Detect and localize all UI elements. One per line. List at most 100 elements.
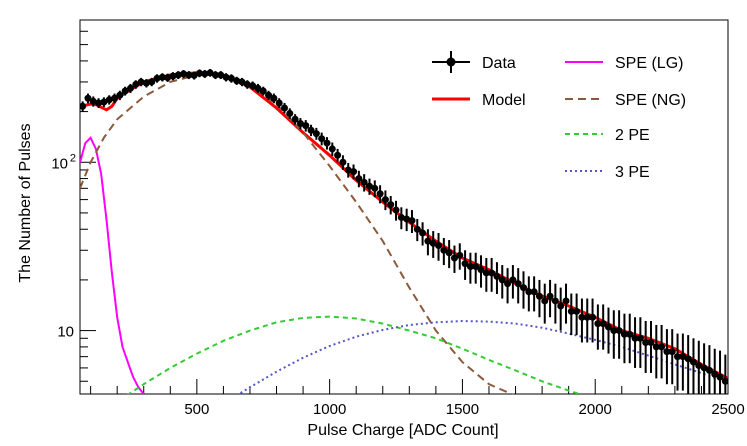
data-point bbox=[493, 272, 501, 280]
data-point bbox=[578, 313, 586, 321]
x-axis-title: Pulse Charge [ADC Count] bbox=[307, 422, 498, 439]
data-point bbox=[711, 370, 719, 378]
data-point bbox=[466, 263, 474, 271]
data-point bbox=[105, 96, 113, 104]
data-point bbox=[296, 119, 304, 127]
data-point bbox=[652, 343, 660, 351]
data-point bbox=[100, 98, 108, 106]
data-point bbox=[291, 115, 299, 123]
data-point bbox=[705, 366, 713, 374]
data-point bbox=[445, 249, 453, 257]
x-tick-label: 1500 bbox=[446, 401, 479, 418]
data-point bbox=[658, 343, 666, 351]
data-point bbox=[180, 70, 188, 78]
data-point bbox=[525, 288, 533, 296]
data-point bbox=[328, 145, 336, 153]
data-point bbox=[546, 292, 554, 300]
data-point bbox=[583, 313, 591, 321]
data-point bbox=[642, 338, 650, 346]
data-point bbox=[142, 79, 150, 87]
data-point bbox=[376, 190, 384, 198]
data-point bbox=[679, 353, 687, 361]
data-point bbox=[440, 246, 448, 254]
data-point bbox=[631, 334, 639, 342]
data-point bbox=[243, 80, 251, 88]
data-point bbox=[482, 269, 490, 277]
data-points bbox=[80, 69, 728, 394]
curve-spe-ng bbox=[80, 74, 514, 394]
x-axis: 500 1000 1500 2000 2500 bbox=[184, 379, 745, 418]
data-point bbox=[695, 362, 703, 370]
data-point bbox=[360, 178, 368, 186]
data-point bbox=[424, 237, 432, 245]
legend-label-spe-ng: SPE (NG) bbox=[615, 92, 686, 109]
legend-marker-data-dot bbox=[446, 57, 456, 67]
data-point bbox=[573, 307, 581, 315]
data-point bbox=[408, 217, 416, 225]
data-point bbox=[217, 71, 225, 79]
data-point bbox=[111, 94, 119, 102]
data-point bbox=[456, 251, 464, 259]
data-point bbox=[429, 239, 437, 247]
data-point bbox=[211, 71, 219, 79]
data-point bbox=[589, 313, 597, 321]
data-point bbox=[312, 130, 320, 138]
data-point bbox=[280, 104, 288, 112]
data-point bbox=[344, 166, 352, 174]
data-point bbox=[615, 327, 623, 335]
x-tick-label: 500 bbox=[184, 401, 209, 418]
data-point bbox=[674, 353, 682, 361]
data-point bbox=[286, 109, 294, 117]
data-point bbox=[323, 139, 331, 147]
data-point bbox=[265, 91, 273, 99]
y-tick-label: 10 bbox=[51, 155, 68, 172]
data-point bbox=[392, 206, 400, 214]
data-point bbox=[599, 320, 607, 328]
legend-label-3-pe: 3 PE bbox=[615, 164, 650, 181]
data-point bbox=[450, 254, 458, 262]
data-point bbox=[413, 225, 421, 233]
data-point bbox=[419, 229, 427, 237]
data-point bbox=[668, 348, 676, 356]
data-point bbox=[80, 102, 87, 110]
data-point bbox=[721, 377, 728, 385]
data-point bbox=[636, 334, 644, 342]
data-point bbox=[137, 78, 145, 86]
y-tick-exponent: 2 bbox=[70, 152, 76, 164]
data-point bbox=[339, 158, 347, 166]
data-point bbox=[567, 307, 575, 315]
data-point bbox=[509, 276, 517, 284]
x-tick-label: 2000 bbox=[579, 401, 612, 418]
minor-ticks bbox=[80, 19, 702, 394]
data-point bbox=[381, 196, 389, 204]
data-point bbox=[371, 184, 379, 192]
data-point bbox=[233, 77, 241, 85]
data-point bbox=[647, 338, 655, 346]
data-point bbox=[249, 82, 257, 90]
data-point bbox=[594, 320, 602, 328]
data-point bbox=[689, 358, 697, 366]
data-point bbox=[397, 213, 405, 221]
data-point bbox=[626, 330, 634, 338]
data-point bbox=[126, 84, 134, 92]
data-point bbox=[307, 126, 315, 134]
y-axis-title: The Number of Pulses bbox=[17, 123, 34, 282]
data-point bbox=[148, 78, 156, 86]
data-point bbox=[610, 327, 618, 335]
data-point bbox=[89, 97, 97, 105]
data-point bbox=[620, 330, 628, 338]
legend: Data Model SPE (LG) SPE (NG) 2 PE 3 PE bbox=[432, 51, 686, 181]
data-point bbox=[174, 71, 182, 79]
data-point bbox=[557, 302, 565, 310]
data-point bbox=[334, 151, 342, 159]
data-point bbox=[365, 182, 373, 190]
data-point bbox=[504, 280, 512, 288]
data-point bbox=[302, 122, 310, 130]
data-point bbox=[169, 72, 177, 80]
data-point bbox=[275, 99, 283, 107]
data-point bbox=[185, 71, 193, 79]
data-point bbox=[488, 269, 496, 277]
data-point bbox=[196, 69, 204, 77]
data-point bbox=[472, 263, 480, 271]
